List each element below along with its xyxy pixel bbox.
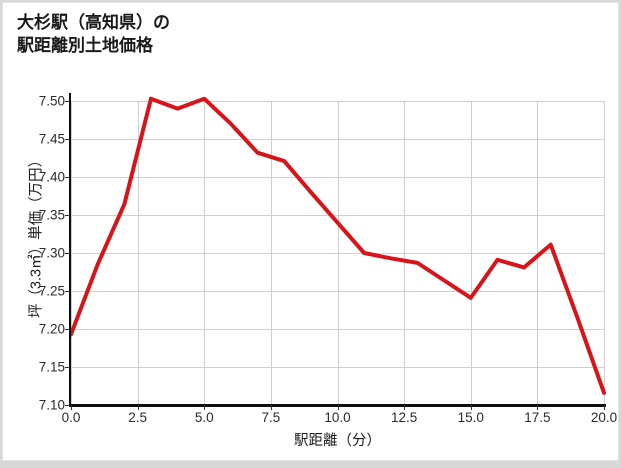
x-axis-tick-label: 2.5 (128, 410, 148, 425)
y-axis-line (69, 93, 71, 407)
chart-card: 大杉駅（高知県）の 駅距離別土地価格 7.10 7.15 7.20 7.25 7.30 7… (2, 2, 619, 461)
x-axis-title: 駅距離（分） (294, 433, 381, 449)
y-axis-tick-label: 7.20 (38, 321, 65, 337)
y-axis-tick-label: 7.30 (38, 245, 65, 261)
x-axis-tick-label: 15.0 (457, 410, 484, 425)
gridline-vertical (470, 101, 472, 405)
x-axis-tick-mark (604, 405, 605, 410)
x-axis-tick-mark (337, 405, 339, 410)
gridline-vertical (404, 101, 406, 405)
x-axis-tick-mark (204, 405, 206, 410)
y-axis-tick-mark (65, 329, 70, 330)
x-axis-tick-mark (71, 405, 72, 410)
gridline-vertical (137, 101, 139, 405)
y-axis-tick-label: 7.50 (38, 93, 65, 109)
y-axis-tick-mark (65, 177, 70, 178)
y-axis-title: 坪（3.3㎡）単価（万円） (28, 152, 45, 319)
x-axis-tick-label: 7.5 (261, 410, 281, 425)
gridline-vertical (270, 101, 272, 405)
x-axis-tick-mark (137, 405, 139, 410)
y-axis-tick-mark (65, 367, 70, 368)
y-axis-tick-label: 7.35 (38, 207, 65, 223)
y-axis-tick-mark (65, 253, 70, 254)
chart-title: 大杉駅（高知県）の 駅距離別土地価格 (17, 13, 170, 56)
gridline-vertical (71, 101, 72, 405)
y-axis-tick-mark (65, 405, 70, 406)
y-axis-tick-mark (65, 101, 70, 102)
y-axis-tick-label: 7.40 (38, 169, 65, 185)
gridline-vertical (204, 101, 206, 405)
x-axis-tick-mark (470, 405, 472, 410)
plot-area (69, 96, 606, 406)
line-series (69, 96, 606, 395)
y-axis-tick-label: 7.10 (38, 397, 65, 413)
gridline-vertical (337, 101, 339, 405)
x-axis-tick-label: 5.0 (194, 410, 214, 425)
x-axis-tick-label: 0.0 (61, 410, 81, 425)
series-polyline (69, 96, 606, 395)
x-axis-tick-label: 17.5 (524, 410, 551, 425)
y-axis-tick-mark (65, 215, 70, 216)
x-axis-tick-label: 12.5 (390, 410, 418, 425)
y-axis-tick-mark (65, 139, 70, 140)
x-axis-tick-mark (404, 405, 406, 410)
y-axis-tick-label: 7.45 (38, 131, 65, 147)
x-axis-tick-label: 20.0 (590, 410, 618, 425)
x-axis-tick-mark (537, 405, 539, 410)
x-axis-tick-mark (270, 405, 272, 410)
x-axis-tick-label: 10.0 (324, 410, 351, 425)
y-axis-tick-label: 7.15 (38, 359, 65, 375)
y-axis-tick-mark (65, 291, 70, 292)
gridline-vertical (604, 101, 605, 405)
y-axis-tick-labels: 7.10 7.15 7.20 7.25 7.30 7.35 7.40 7.45 7.50 (3, 3, 65, 468)
y-axis-tick-label: 7.25 (38, 283, 65, 299)
